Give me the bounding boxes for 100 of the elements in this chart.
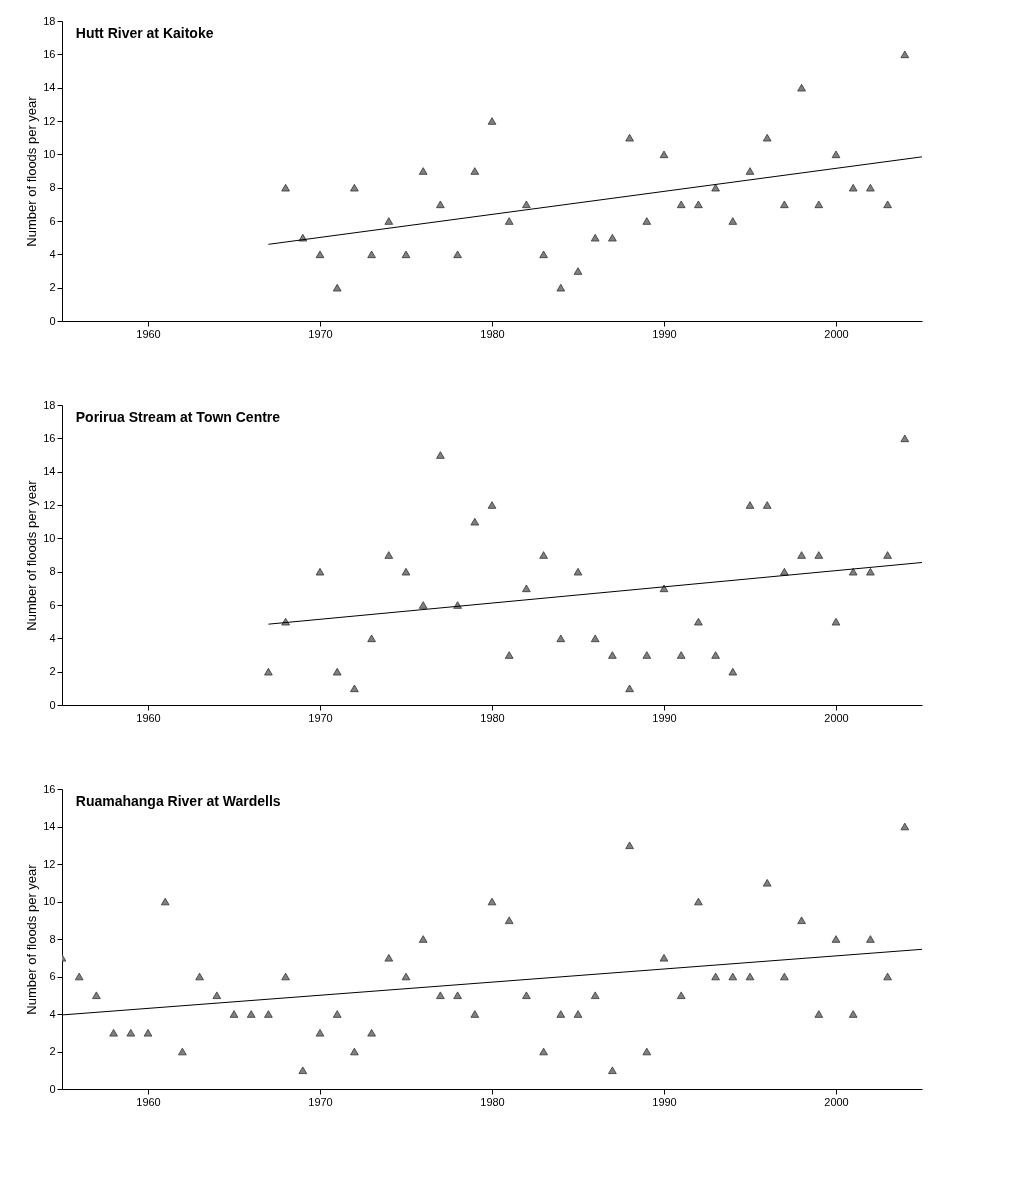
y-tick-label: 6 xyxy=(49,598,56,611)
point xyxy=(332,283,342,292)
point xyxy=(350,684,359,693)
y-tick-label: 18 xyxy=(43,14,56,27)
point xyxy=(539,250,548,259)
point xyxy=(246,1010,256,1018)
x-tick-label: 1990 xyxy=(652,711,677,724)
x-tick-label: 1990 xyxy=(652,327,677,340)
x-tick-label: 1960 xyxy=(136,711,161,724)
y-tick-label: 4 xyxy=(49,247,56,260)
point xyxy=(728,667,738,676)
point xyxy=(436,991,445,999)
point xyxy=(573,267,583,275)
point xyxy=(831,617,841,626)
point xyxy=(573,567,583,576)
point xyxy=(281,183,290,192)
point xyxy=(694,617,703,626)
point xyxy=(229,1010,239,1018)
point xyxy=(178,1047,187,1056)
point xyxy=(350,183,359,192)
point xyxy=(504,916,514,924)
x-tick-label: 1960 xyxy=(136,327,161,340)
x-tick-label: 1980 xyxy=(480,1095,505,1108)
point xyxy=(797,551,806,559)
point xyxy=(418,935,428,943)
point xyxy=(676,651,686,659)
point xyxy=(797,83,806,92)
point xyxy=(195,972,204,981)
point xyxy=(74,972,84,981)
point xyxy=(487,117,497,125)
point xyxy=(470,517,480,526)
point xyxy=(367,634,376,643)
point xyxy=(281,972,290,981)
point xyxy=(814,1010,824,1018)
point xyxy=(367,1029,376,1037)
point xyxy=(487,501,497,509)
point xyxy=(762,133,772,142)
y-tick-label: 12 xyxy=(43,498,56,511)
y-tick-label: 4 xyxy=(49,631,56,644)
point xyxy=(539,1047,548,1056)
point xyxy=(608,1066,617,1074)
y-tick-label: 10 xyxy=(43,895,56,907)
point xyxy=(711,972,720,981)
point xyxy=(797,916,806,924)
point xyxy=(92,991,101,999)
point xyxy=(762,501,772,509)
point xyxy=(556,283,566,292)
point xyxy=(401,250,411,259)
y-tick-label: 18 xyxy=(43,398,56,411)
point xyxy=(126,1029,136,1037)
point xyxy=(780,567,789,576)
point xyxy=(453,991,462,999)
point xyxy=(384,954,394,962)
point xyxy=(470,167,480,175)
point xyxy=(814,551,824,559)
point xyxy=(659,150,669,159)
point xyxy=(642,1047,652,1056)
point xyxy=(676,200,686,209)
y-tick-label: 0 xyxy=(49,314,56,327)
y-axis-title: Number of floods per year xyxy=(24,479,40,631)
y-axis-title: Number of floods per year xyxy=(24,95,40,247)
y-tick-label: 6 xyxy=(49,214,56,227)
point xyxy=(590,991,600,999)
y-tick-label: 0 xyxy=(49,698,56,711)
point xyxy=(212,991,222,999)
point xyxy=(883,551,892,559)
point xyxy=(625,133,634,142)
point xyxy=(831,150,841,159)
y-tick-label: 16 xyxy=(43,47,56,60)
point xyxy=(401,567,411,576)
point xyxy=(522,584,531,593)
point xyxy=(556,634,566,643)
point xyxy=(504,217,514,225)
chart-title: Hutt River at Kaitoke xyxy=(75,25,214,41)
point xyxy=(831,935,841,943)
point xyxy=(470,1010,480,1018)
point xyxy=(522,200,531,209)
point xyxy=(728,972,738,981)
point xyxy=(745,972,755,981)
point xyxy=(780,200,789,209)
point xyxy=(642,651,652,659)
x-tick-label: 1990 xyxy=(652,1095,677,1108)
point xyxy=(694,897,703,906)
point xyxy=(608,233,617,242)
chart-title: Porirua Stream at Town Centre xyxy=(75,409,281,425)
point xyxy=(436,200,445,209)
point xyxy=(848,567,858,576)
point xyxy=(315,567,325,576)
point xyxy=(522,991,531,999)
y-tick-label: 6 xyxy=(49,970,56,982)
y-tick-label: 16 xyxy=(43,431,56,444)
y-tick-label: 8 xyxy=(49,932,56,945)
point xyxy=(315,1029,325,1037)
point xyxy=(350,1047,359,1056)
y-tick-label: 2 xyxy=(49,1045,56,1057)
point xyxy=(711,651,720,659)
point xyxy=(900,822,910,831)
y-tick-label: 10 xyxy=(43,531,56,544)
point xyxy=(384,551,394,559)
point xyxy=(728,217,738,225)
